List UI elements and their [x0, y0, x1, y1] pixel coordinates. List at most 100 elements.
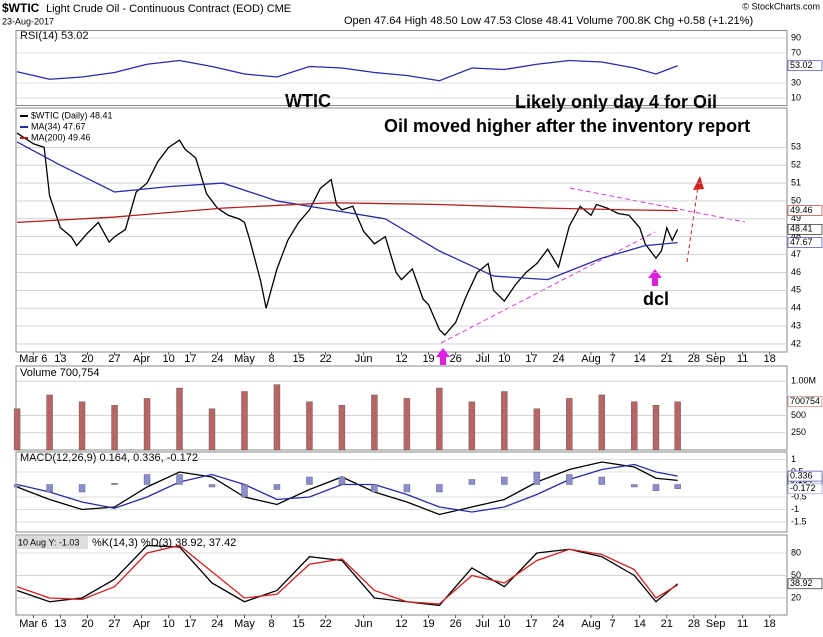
y-tick-label: 250 — [791, 427, 806, 437]
y-tick-label: 90 — [791, 32, 801, 42]
macd-title: MACD(12,26,9) 0.164, 0.336, -0.172 — [20, 452, 198, 464]
bar — [241, 391, 248, 451]
bar — [631, 401, 638, 451]
x-tick-label: Apr — [133, 618, 150, 630]
stoch-title: %K(14,3) %D(3) 38.92, 37.42 — [92, 537, 236, 549]
bar — [208, 408, 216, 451]
x-tick-label: Jul — [476, 353, 490, 365]
last-value-box — [787, 224, 823, 235]
volume-title: Volume 700,754 — [20, 367, 100, 379]
x-tick-label: 24 — [552, 618, 564, 630]
x-tick-label: 12 — [395, 353, 407, 365]
y-tick-label: 20 — [791, 592, 801, 602]
instrument-name: Light Crude Oil - Continuous Contract (E… — [46, 3, 291, 15]
y-tick-label: -0.5 — [791, 491, 807, 501]
bar — [566, 398, 573, 451]
bar — [468, 479, 476, 485]
x-tick-label: Aug — [581, 618, 601, 630]
x-tick-label: 18 — [764, 618, 776, 630]
y-tick-label: -1.5 — [791, 516, 807, 526]
x-tick-label: 17 — [184, 353, 196, 365]
bar — [652, 484, 660, 491]
last-value-box — [787, 483, 823, 495]
last-value-box — [787, 396, 823, 408]
macd-frame — [15, 451, 788, 533]
x-tick-label: 7 — [610, 618, 616, 630]
y-tick-label: 70 — [791, 47, 801, 57]
y-tick-label: 48 — [791, 231, 801, 241]
bar — [306, 401, 313, 451]
bar — [436, 387, 443, 451]
y-tick-label: 49 — [791, 213, 801, 223]
symbol: $WTIC — [2, 1, 40, 15]
x-tick-label: Sep — [706, 353, 726, 365]
x-tick-label: 19 — [422, 353, 434, 365]
bar — [46, 394, 53, 451]
bar — [501, 391, 508, 451]
y-tick-label: 1 — [791, 454, 796, 464]
last-value-label: 0.336 — [790, 470, 813, 480]
bar — [436, 484, 443, 493]
bar — [631, 484, 638, 488]
bar — [78, 401, 86, 451]
last-value-box — [787, 578, 823, 590]
x-tick-label: 26 — [450, 353, 462, 365]
last-value-label: -0.172 — [790, 483, 816, 493]
x-tick-label: 20 — [81, 353, 93, 365]
x-tick-label: 19 — [422, 618, 434, 630]
series-line — [16, 132, 679, 336]
y-tick-label: 50 — [791, 570, 801, 580]
bar — [13, 484, 21, 488]
x-tick-label: 15 — [293, 353, 305, 365]
bar — [111, 405, 118, 451]
x-tick-label: 8 — [268, 353, 274, 365]
bar — [371, 394, 378, 451]
series-line — [16, 544, 679, 607]
bar — [241, 484, 248, 498]
projection — [686, 185, 699, 263]
annotation: dcl — [643, 289, 669, 309]
x-tick-label: 15 — [293, 618, 305, 630]
last-value-label: 700754 — [790, 396, 820, 406]
bar — [46, 484, 53, 493]
bar — [111, 483, 118, 485]
price-frame — [15, 107, 788, 353]
x-tick-label: 17 — [525, 618, 537, 630]
x-tick-label: Apr — [133, 353, 150, 365]
series-line — [16, 544, 678, 605]
last-value-label: 53.02 — [790, 60, 813, 70]
x-tick-label: 17 — [184, 618, 196, 630]
x-tick-label: Jul — [476, 618, 490, 630]
bar — [338, 405, 346, 451]
y-tick-label: 80 — [791, 547, 801, 557]
y-tick-label: 1.00M — [791, 376, 816, 386]
rsi-title: RSI(14) 53.02 — [20, 30, 88, 42]
bar — [598, 394, 606, 451]
x-tick-label: 24 — [552, 353, 564, 365]
y-tick-label: 46 — [791, 267, 801, 277]
bar — [176, 387, 183, 451]
x-tick-label: 10 — [498, 353, 510, 365]
last-value-label: 49.46 — [790, 205, 813, 215]
x-tick-label: 10 — [498, 618, 510, 630]
drawings — [436, 176, 746, 365]
legend-label: MA(34) 47.67 — [31, 121, 86, 131]
bar — [403, 398, 411, 451]
trendline — [569, 187, 746, 223]
bar — [403, 484, 411, 493]
x-tick-label: 17 — [525, 353, 537, 365]
x-tick-label: 11 — [737, 618, 748, 630]
legend-label: $WTIC (Daily) 48.41 — [31, 110, 113, 120]
series-line — [17, 202, 678, 224]
bar — [674, 484, 681, 490]
x-tick-label: 21 — [661, 618, 673, 630]
legend-label: MA(200) 49.46 — [31, 132, 91, 142]
bar — [533, 408, 541, 451]
x-tick-label: 22 — [320, 618, 332, 630]
last-value-box — [787, 60, 823, 72]
x-tick-label: 11 — [737, 353, 748, 365]
series-line — [16, 461, 678, 516]
bar — [652, 405, 660, 451]
annotation: WTIC — [285, 91, 331, 111]
x-tick-label: Aug — [581, 353, 601, 365]
